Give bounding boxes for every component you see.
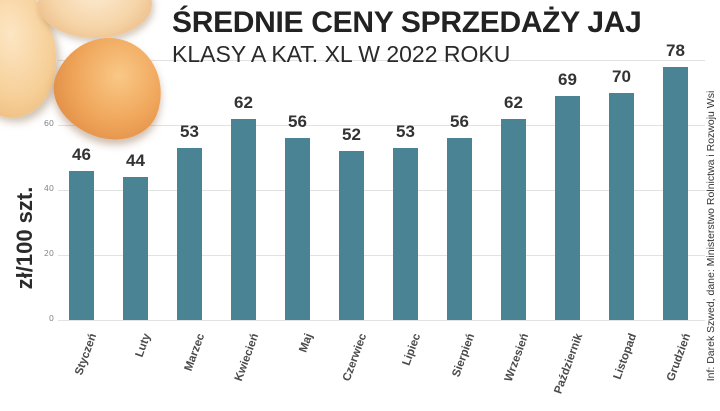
bar-value-label: 78 xyxy=(666,40,685,60)
x-category-label: Kwiecień xyxy=(232,332,261,383)
gridline-80 xyxy=(58,60,705,61)
y-axis-label: zł/100 szt. xyxy=(12,186,37,290)
bar-value-label: 62 xyxy=(234,92,253,112)
bar-kwiecień xyxy=(231,118,256,320)
bar-value-label: 52 xyxy=(342,125,361,144)
gridline-0 xyxy=(58,320,705,321)
y-tick-label: 20 xyxy=(43,249,54,258)
gridline-20 xyxy=(58,255,705,256)
bar-value-label: 46 xyxy=(72,144,91,164)
x-category-label: Sierpień xyxy=(449,332,477,379)
bar-value-label: 56 xyxy=(450,112,469,131)
bar-listopad xyxy=(609,92,634,320)
bar-maj xyxy=(285,138,310,320)
bar-marzec xyxy=(177,147,202,320)
x-category-label: Grudzień xyxy=(664,332,693,383)
y-tick-label: 0 xyxy=(48,314,54,323)
bar-wrzesień xyxy=(501,118,526,320)
x-category-label: Październik xyxy=(551,332,585,396)
x-category-label: Listopad xyxy=(611,332,639,382)
gridline-40 xyxy=(58,190,705,191)
bar-grudzień xyxy=(663,66,688,320)
x-category-label: Marzec xyxy=(182,332,207,373)
bar-value-label: 69 xyxy=(558,69,577,89)
bar-value-label: 53 xyxy=(180,121,199,141)
bar-luty xyxy=(123,177,148,320)
y-tick-label: 60 xyxy=(43,119,54,128)
bar-czerwiec xyxy=(339,151,364,320)
bar-sierpień xyxy=(447,138,472,320)
bar-lipiec xyxy=(393,147,418,320)
bar-value-label: 62 xyxy=(504,92,523,112)
gridline-60 xyxy=(58,125,705,126)
x-category-label: Maj xyxy=(296,332,315,355)
bar-styczeń xyxy=(69,170,94,320)
bar-value-label: 56 xyxy=(288,112,307,131)
x-category-label: Czerwiec xyxy=(340,332,369,383)
bar-value-label: 70 xyxy=(612,66,631,86)
chart-subtitle: KLASY A KAT. XL W 2022 ROKU xyxy=(172,41,511,67)
x-category-label: Styczeń xyxy=(72,332,99,377)
x-category-label: Lipiec xyxy=(400,332,423,368)
bar-value-label: 44 xyxy=(126,151,145,170)
bar-październik xyxy=(555,95,580,320)
x-category-label: Luty xyxy=(133,332,153,359)
bar-value-label: 53 xyxy=(396,121,415,141)
y-tick-label: 40 xyxy=(43,184,54,193)
x-category-label: Wrzesień xyxy=(502,332,531,384)
chart-title: ŚREDNIE CENY SPRZEDAŻY JAJ xyxy=(172,6,642,39)
